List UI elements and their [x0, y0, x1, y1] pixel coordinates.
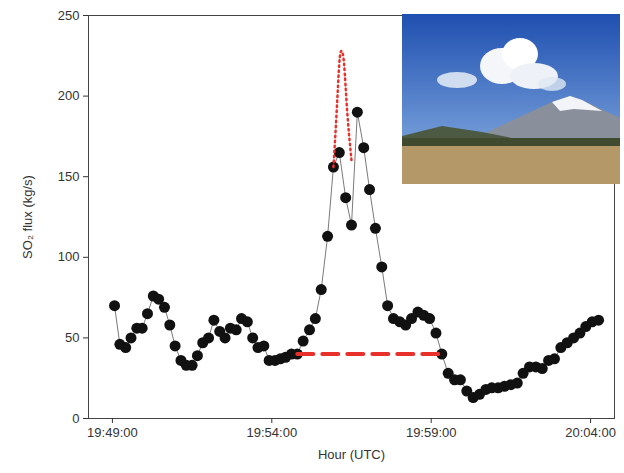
svg-text:19:59:00: 19:59:00	[406, 425, 457, 440]
svg-text:50: 50	[65, 330, 79, 345]
svg-text:SO₂ flux (kg/s): SO₂ flux (kg/s)	[20, 175, 35, 259]
svg-text:200: 200	[58, 88, 80, 103]
svg-text:250: 250	[58, 8, 80, 23]
svg-text:20:04:00: 20:04:00	[565, 425, 616, 440]
svg-text:19:54:00: 19:54:00	[246, 425, 297, 440]
svg-text:100: 100	[58, 249, 80, 264]
svg-text:0: 0	[72, 411, 79, 426]
svg-text:Hour (UTC): Hour (UTC)	[318, 447, 385, 462]
svg-text:19:49:00: 19:49:00	[87, 425, 138, 440]
svg-text:150: 150	[58, 169, 80, 184]
